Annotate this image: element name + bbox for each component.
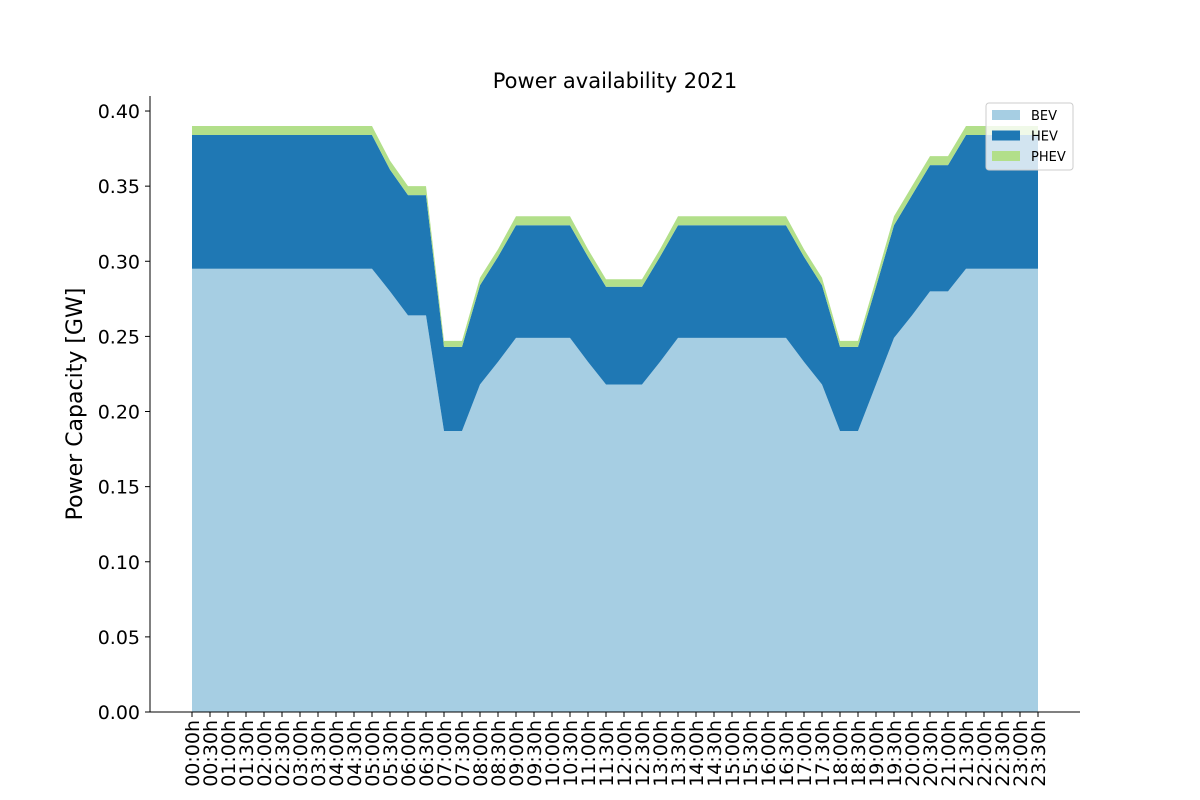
area-series-group	[192, 126, 1038, 712]
y-tick-label: 0.20	[98, 402, 140, 424]
x-tick-label: 22:00h	[974, 720, 996, 787]
y-tick-label: 0.35	[98, 176, 140, 198]
x-tick-label: 14:30h	[704, 720, 726, 787]
x-tick-label: 20:30h	[920, 720, 942, 787]
x-tick-label: 08:30h	[488, 720, 510, 787]
x-tick-label: 05:30h	[380, 720, 402, 787]
x-tick-label: 09:30h	[524, 720, 546, 787]
legend-label-bev: BEV	[1031, 109, 1057, 124]
x-tick-label: 20:00h	[902, 720, 924, 787]
area-series-hev	[192, 135, 1038, 432]
x-tick-label: 06:30h	[416, 720, 438, 787]
x-tick-label: 18:00h	[830, 720, 852, 787]
x-tick-label: 15:30h	[740, 720, 762, 787]
x-tick-label: 02:30h	[272, 720, 294, 787]
x-tick-label: 00:30h	[200, 720, 222, 787]
x-tick-label: 12:00h	[614, 720, 636, 787]
x-tick-label: 17:00h	[794, 720, 816, 787]
x-tick-label: 11:00h	[578, 720, 600, 787]
x-tick-label: 21:00h	[938, 720, 960, 787]
x-axis: 00:00h00:30h01:00h01:30h02:00h02:30h03:0…	[150, 711, 1080, 787]
x-tick-label: 12:30h	[632, 720, 654, 787]
x-tick-label: 17:30h	[812, 720, 834, 787]
legend-swatch-bev	[992, 110, 1020, 120]
legend-swatch-phev	[992, 151, 1020, 161]
x-tick-label: 04:00h	[326, 720, 348, 787]
y-tick-label: 0.30	[98, 251, 140, 273]
x-tick-label: 02:00h	[254, 720, 276, 787]
x-tick-label: 03:00h	[290, 720, 312, 787]
chart-title: Power availability 2021	[493, 69, 737, 93]
y-tick-label: 0.00	[98, 702, 140, 724]
x-tick-label: 07:00h	[434, 720, 456, 787]
x-tick-label: 15:00h	[722, 720, 744, 787]
legend-swatch-hev	[992, 130, 1020, 141]
y-tick-label: 0.40	[98, 101, 140, 123]
area-series-phev	[192, 126, 1038, 347]
x-tick-label: 14:00h	[686, 720, 708, 787]
y-tick-label: 0.25	[98, 326, 140, 348]
x-tick-label: 22:30h	[992, 720, 1014, 787]
x-tick-label: 19:00h	[866, 720, 888, 787]
legend-label-hev: HEV	[1031, 130, 1058, 145]
x-tick-label: 19:30h	[884, 720, 906, 787]
y-axis: 0.00 0.05 0.10 0.15 0.20 0.25 0.30 0.35 0.40	[98, 96, 151, 724]
x-tick-label: 05:00h	[362, 720, 384, 787]
x-tick-label: 16:00h	[758, 720, 780, 787]
x-tick-label: 10:30h	[560, 720, 582, 787]
x-tick-label: 09:00h	[506, 720, 528, 787]
x-tick-label: 16:30h	[776, 720, 798, 787]
x-tick-label: 23:00h	[1010, 720, 1032, 787]
x-tick-label: 08:00h	[470, 720, 492, 787]
legend-label-phev: PHEV	[1031, 150, 1066, 165]
x-tick-label: 03:30h	[308, 720, 330, 787]
x-tick-label: 04:30h	[344, 720, 366, 787]
x-tick-label: 13:00h	[650, 720, 672, 787]
x-tick-label: 13:30h	[668, 720, 690, 787]
y-tick-label: 0.05	[98, 627, 140, 649]
x-tick-label: 18:30h	[848, 720, 870, 787]
x-tick-label: 10:00h	[542, 720, 564, 787]
x-tick-label: 21:30h	[956, 720, 978, 787]
x-tick-label: 11:30h	[596, 720, 618, 787]
legend: BEV HEV PHEV	[985, 102, 1074, 171]
x-tick-label: 06:00h	[398, 720, 420, 787]
x-tick-label: 01:30h	[236, 720, 258, 787]
area-series-bev	[192, 268, 1038, 712]
y-tick-label: 0.15	[98, 477, 140, 499]
x-tick-label: 01:00h	[218, 720, 240, 787]
y-axis-label: Power Capacity [GW]	[63, 288, 88, 521]
x-tick-label: 07:30h	[452, 720, 474, 787]
x-tick-label: 00:00h	[182, 720, 204, 787]
y-tick-label: 0.10	[98, 552, 140, 574]
x-tick-label: 23:30h	[1028, 720, 1050, 787]
